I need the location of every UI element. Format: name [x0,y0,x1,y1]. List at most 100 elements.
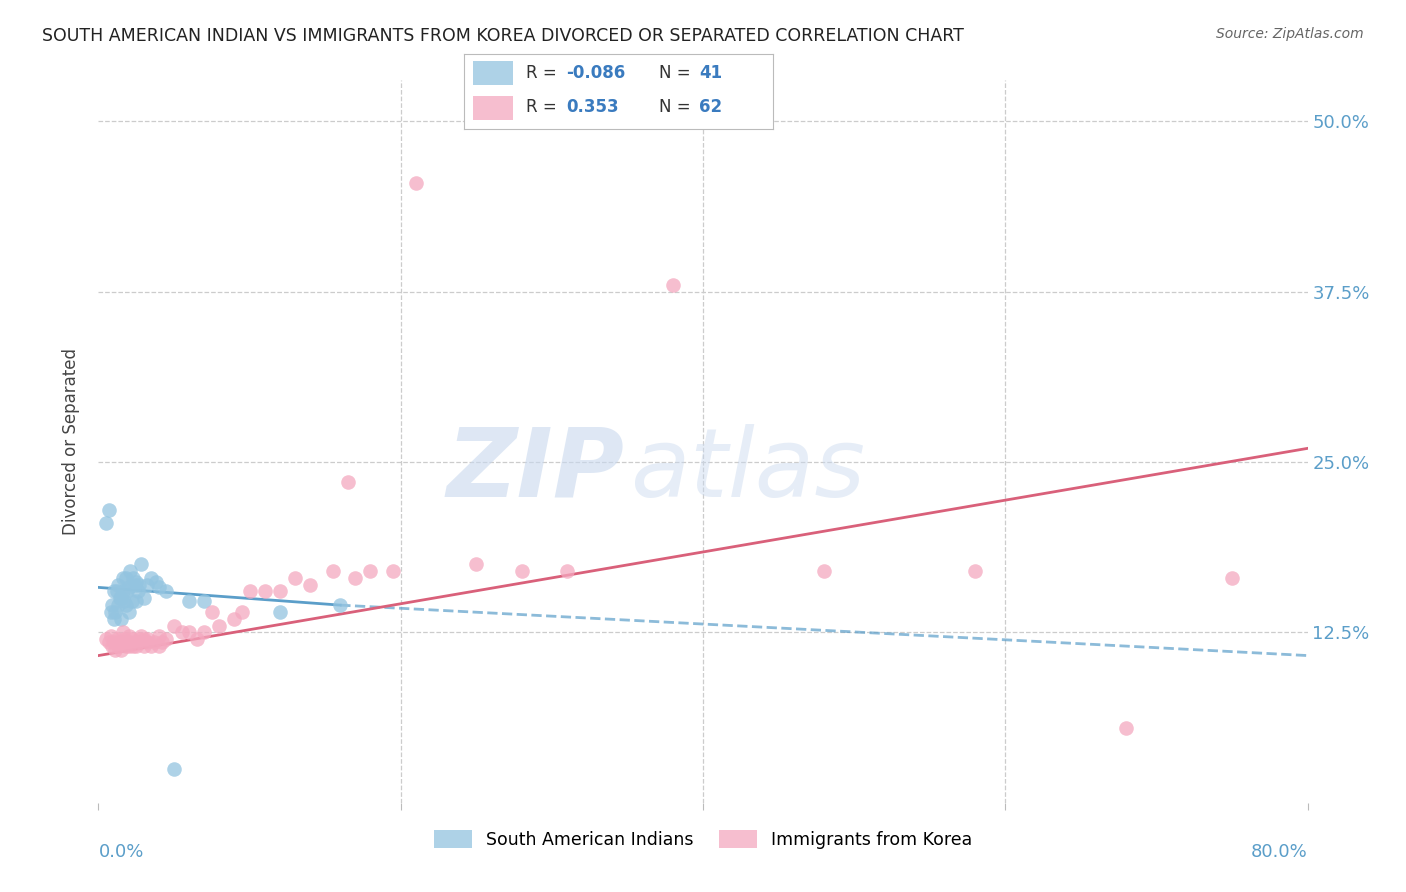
Text: R =: R = [526,64,562,82]
Text: Source: ZipAtlas.com: Source: ZipAtlas.com [1216,27,1364,41]
Point [813,564,835,578]
Point [193,625,215,640]
Point [124,577,146,591]
Point [269,605,291,619]
Point [208,618,231,632]
Point [104,605,127,619]
Point [100,630,122,644]
Point [965,564,987,578]
Point [111,625,134,640]
Point [360,564,382,578]
Point [105,632,128,647]
Point [114,571,136,585]
Text: -0.086: -0.086 [567,64,626,82]
Text: R =: R = [526,98,567,116]
Point [118,639,141,653]
Point [136,632,159,647]
Point [127,635,149,649]
Point [132,591,155,606]
Text: N =: N = [659,98,696,116]
Point [145,574,167,589]
Point [1220,571,1243,585]
Y-axis label: Divorced or Separated: Divorced or Separated [62,348,80,535]
Point [284,571,307,585]
Point [100,605,122,619]
Point [114,598,136,612]
Point [405,176,427,190]
Point [118,605,141,619]
Point [108,591,131,606]
Text: 41: 41 [699,64,723,82]
Point [186,632,208,647]
Text: ZIP: ZIP [447,424,624,517]
Point [107,577,129,591]
Point [155,632,177,647]
Text: 0.0%: 0.0% [98,843,143,861]
Point [336,475,359,490]
Point [101,598,124,612]
Point [132,639,155,653]
Point [322,564,344,578]
Point [150,635,173,649]
Point [269,584,291,599]
Point [115,635,138,649]
Point [125,594,148,608]
Text: atlas: atlas [630,424,866,517]
Point [127,584,149,599]
Point [120,564,142,578]
Text: N =: N = [659,64,696,82]
Point [179,625,201,640]
Point [148,581,170,595]
Point [141,639,163,653]
Point [111,635,134,649]
Point [101,639,124,653]
Point [98,502,121,516]
Point [103,612,125,626]
Point [115,584,138,599]
Point [103,635,125,649]
Bar [474,62,513,86]
Legend: South American Indians, Immigrants from Korea: South American Indians, Immigrants from … [426,823,980,855]
Point [121,632,143,647]
Point [239,584,262,599]
Point [122,571,145,585]
Point [110,591,132,606]
Point [125,639,148,653]
Point [98,635,121,649]
Point [103,584,125,599]
Point [231,605,253,619]
Point [112,594,135,608]
Point [121,594,143,608]
Point [118,581,141,595]
Point [329,598,352,612]
Point [224,612,246,626]
Point [135,577,157,591]
Point [148,630,170,644]
Point [510,564,533,578]
Point [112,632,135,647]
Point [661,277,683,292]
Point [132,632,155,647]
Point [193,594,215,608]
Point [110,612,132,626]
Point [94,516,117,531]
Point [108,635,131,649]
Point [114,639,136,653]
Point [465,558,488,572]
Point [141,571,163,585]
Point [163,762,186,776]
Point [104,643,127,657]
Point [129,630,152,644]
Point [107,598,129,612]
Point [299,577,322,591]
Point [122,639,145,653]
Point [1115,721,1137,735]
Point [125,574,148,589]
Bar [474,96,513,120]
Text: SOUTH AMERICAN INDIAN VS IMMIGRANTS FROM KOREA DIVORCED OR SEPARATED CORRELATION: SOUTH AMERICAN INDIAN VS IMMIGRANTS FROM… [42,27,965,45]
Point [105,584,128,599]
Point [120,635,142,649]
Point [253,584,276,599]
Point [155,584,177,599]
Point [148,639,170,653]
